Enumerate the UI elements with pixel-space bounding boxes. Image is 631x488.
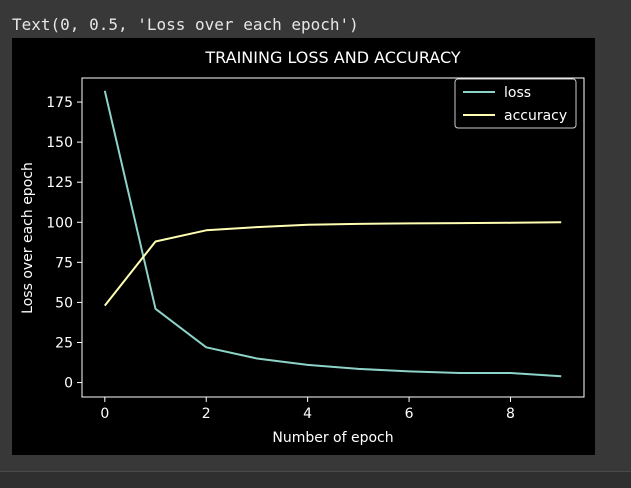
y-tick-label: 75 xyxy=(55,255,73,271)
y-axis-label: Loss over each epoch xyxy=(20,162,36,314)
y-tick-label: 0 xyxy=(64,376,73,392)
x-tick-label: 4 xyxy=(303,406,312,422)
y-tick-label: 50 xyxy=(55,295,73,311)
x-tick-label: 2 xyxy=(202,406,211,422)
x-axis: 0 2 4 6 8 xyxy=(100,397,515,422)
chart-svg: TRAINING LOSS AND ACCURACY 0 25 50 75 100 125… xyxy=(12,38,595,455)
y-tick-label: 125 xyxy=(46,175,73,191)
y-axis: 0 25 50 75 100 125 150 175 xyxy=(46,95,82,392)
x-axis-label: Number of epoch xyxy=(272,430,393,446)
y-tick-label: 25 xyxy=(55,335,73,351)
legend: loss accuracy xyxy=(455,79,576,128)
x-tick-label: 8 xyxy=(506,406,515,422)
y-tick-label: 100 xyxy=(46,215,73,231)
y-tick-label: 150 xyxy=(46,135,73,151)
series-line-accuracy xyxy=(105,222,561,305)
plot-lines xyxy=(105,91,562,377)
y-tick-label: 175 xyxy=(46,95,73,111)
x-tick-label: 0 xyxy=(100,406,109,422)
bottom-bar xyxy=(0,471,631,488)
cell-output-text: Text(0, 0.5, 'Loss over each epoch') xyxy=(12,14,359,36)
legend-label-loss: loss xyxy=(504,85,531,101)
legend-label-accuracy: accuracy xyxy=(504,108,567,124)
chart-figure: TRAINING LOSS AND ACCURACY 0 25 50 75 100 125… xyxy=(12,38,595,455)
x-tick-label: 6 xyxy=(405,406,414,422)
chart-title: TRAINING LOSS AND ACCURACY xyxy=(204,48,460,67)
series-line-loss xyxy=(105,91,561,376)
